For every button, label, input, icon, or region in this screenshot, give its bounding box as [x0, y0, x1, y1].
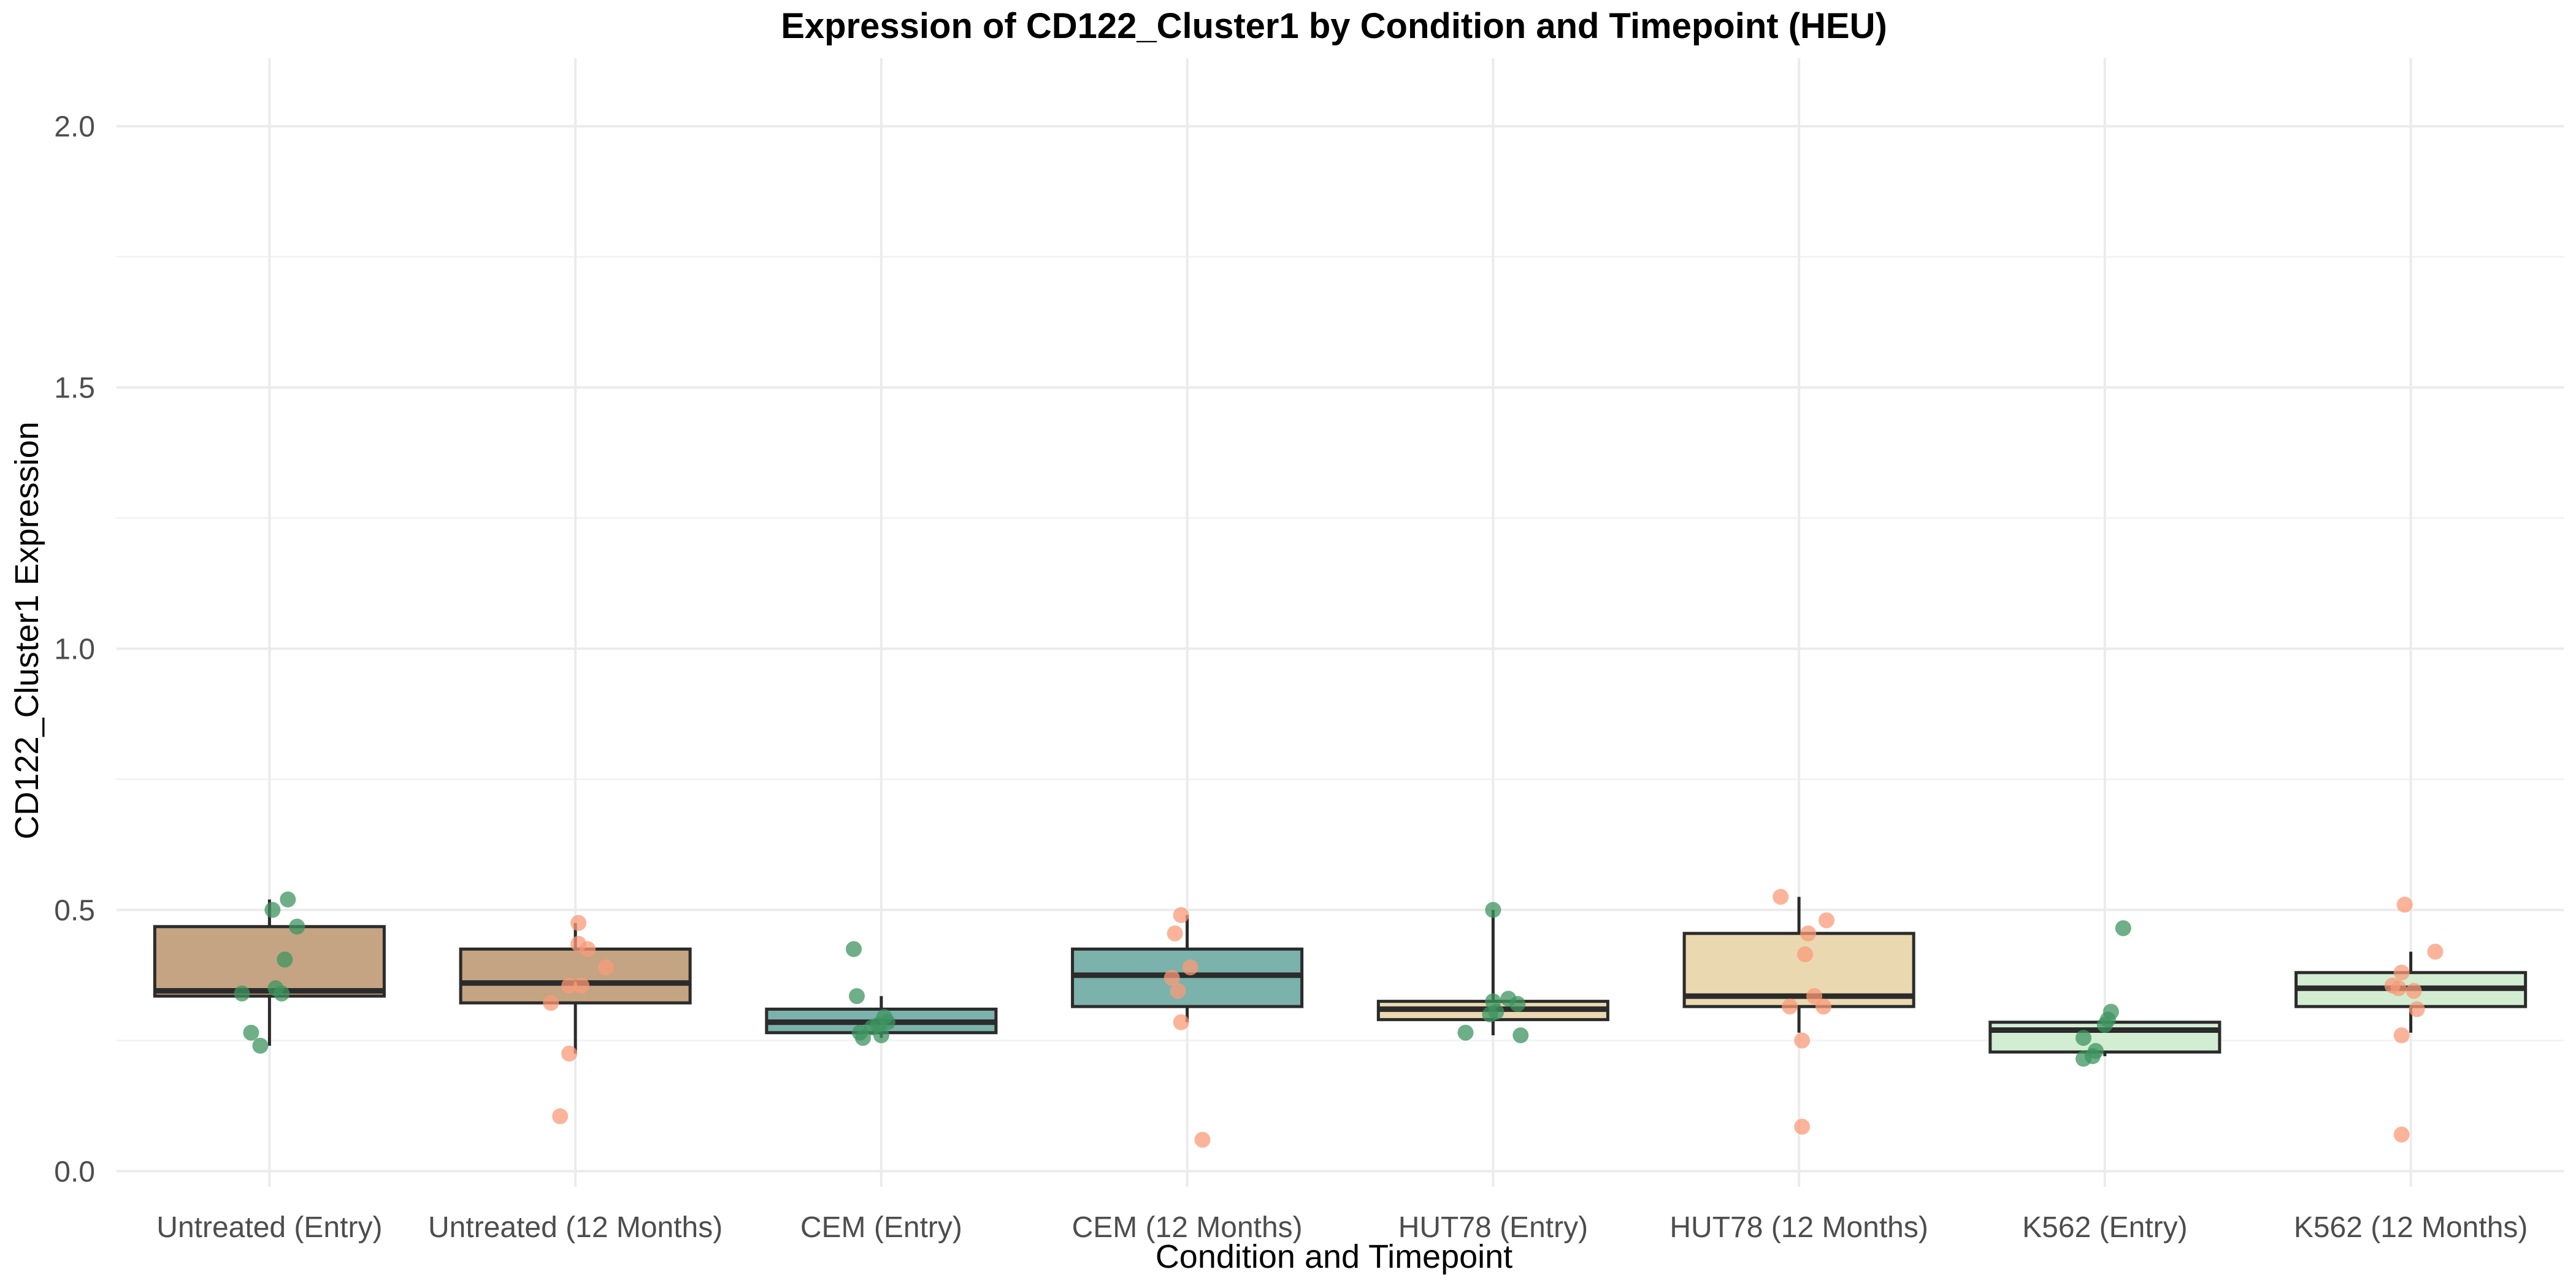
data-point [1819, 912, 1835, 929]
data-point [1512, 1027, 1529, 1043]
data-point [543, 995, 559, 1011]
x-tick-label: K562 (12 Months) [2294, 1211, 2528, 1244]
data-point [1485, 902, 1501, 918]
data-point [277, 951, 293, 968]
data-point [1815, 999, 1832, 1015]
data-point [1794, 1032, 1811, 1049]
x-tick-label: CEM (12 Months) [1072, 1211, 1303, 1244]
data-point [2405, 983, 2422, 999]
data-point [2390, 980, 2407, 997]
data-point [243, 1024, 259, 1041]
data-point [2396, 897, 2413, 913]
jitter-points [234, 889, 2444, 1148]
data-point [573, 978, 590, 994]
data-point [274, 985, 290, 1002]
data-point [580, 941, 596, 957]
data-point [252, 1038, 269, 1054]
data-point [2409, 1001, 2425, 1018]
data-point [2393, 1027, 2410, 1043]
data-point [2075, 1030, 2091, 1046]
data-point [1194, 1132, 1211, 1148]
x-tick-label: K562 (Entry) [2022, 1211, 2187, 1244]
y-tick-label: 1.0 [54, 634, 95, 666]
chart-title: Expression of CD122_Cluster1 by Conditio… [781, 6, 1887, 46]
data-point [2087, 1043, 2104, 1059]
y-tick-label: 0.5 [54, 895, 95, 927]
x-axis-title: Condition and Timepoint [1156, 1238, 1512, 1275]
data-point [1806, 988, 1823, 1005]
data-point [552, 1108, 569, 1124]
data-point [1800, 925, 1817, 941]
data-point [1163, 970, 1180, 986]
data-point [1167, 925, 1183, 941]
data-point [1773, 889, 1789, 905]
data-point [598, 959, 614, 976]
data-point [2393, 964, 2410, 981]
data-point [1794, 1119, 1811, 1135]
data-point [845, 941, 862, 957]
data-point [1509, 995, 1526, 1012]
data-point [1173, 907, 1189, 924]
x-tick-label: Untreated (12 Months) [428, 1211, 723, 1244]
data-point [870, 1016, 886, 1033]
data-point [561, 1045, 578, 1062]
data-point [1182, 959, 1198, 976]
x-tick-label: HUT78 (12 Months) [1669, 1211, 1928, 1244]
data-point [1797, 946, 1814, 962]
data-point [2393, 1126, 2410, 1143]
data-point [1782, 999, 1798, 1015]
data-point [289, 918, 305, 935]
x-tick-label: Untreated (Entry) [156, 1211, 382, 1244]
box [459, 947, 692, 1005]
data-point [1170, 983, 1186, 999]
data-point [2427, 943, 2444, 960]
data-point [854, 1030, 871, 1046]
y-tick-label: 2.0 [54, 111, 95, 144]
data-point [234, 985, 250, 1002]
data-point [1488, 1003, 1505, 1020]
x-tick-label: CEM (Entry) [800, 1211, 962, 1244]
y-tick-label: 1.5 [54, 372, 95, 405]
data-point [1457, 1024, 1474, 1041]
data-point [561, 978, 578, 994]
data-point [2115, 920, 2131, 937]
data-point [264, 902, 281, 918]
y-tick-label: 0.0 [54, 1156, 95, 1188]
data-point [1173, 1014, 1189, 1030]
tick-labels: 0.0 0.5 1.0 1.5 2.0 Untreated (Entry) Untreate… [54, 111, 2528, 1244]
data-point [848, 988, 865, 1005]
y-axis-title: CD122_Cluster1 Expression [9, 421, 45, 839]
x-tick-label: HUT78 (Entry) [1398, 1211, 1588, 1244]
data-point [280, 891, 296, 908]
data-point [2103, 1003, 2119, 1020]
data-point [570, 914, 587, 931]
